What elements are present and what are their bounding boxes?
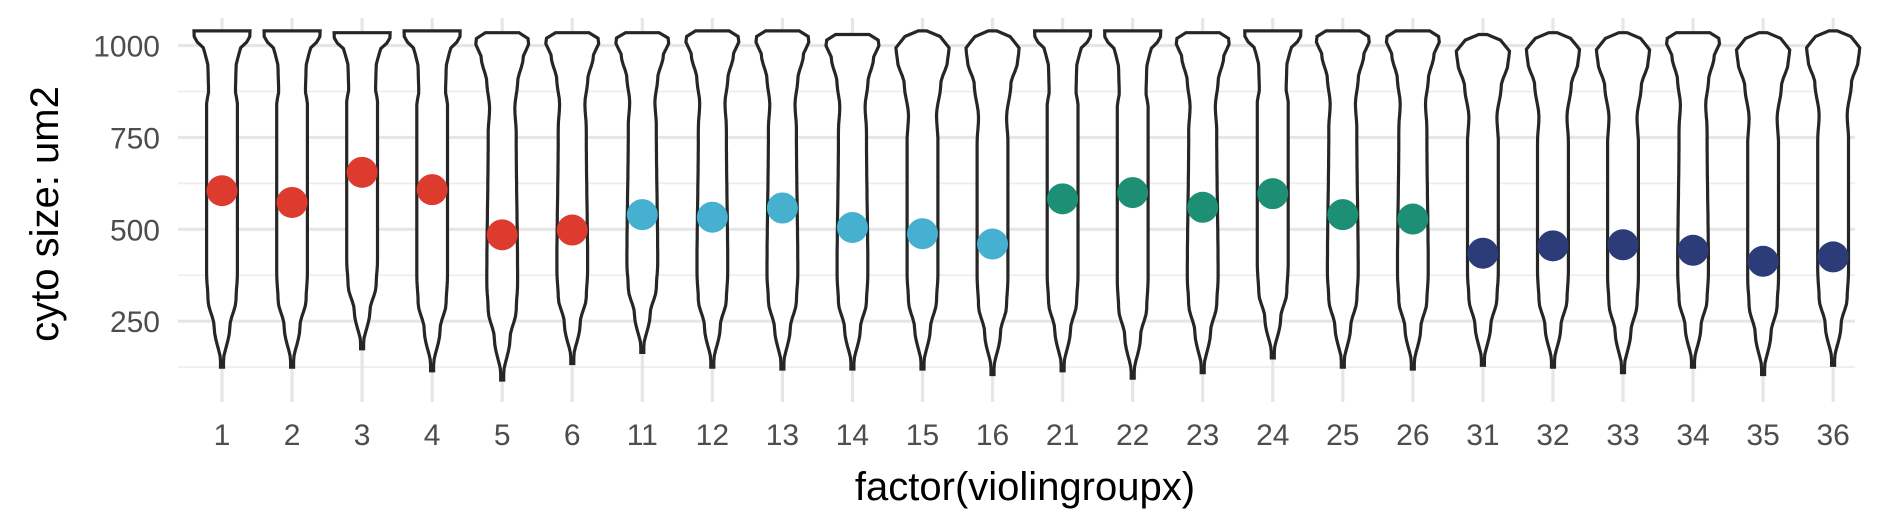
y-tick-label: 500 — [110, 214, 160, 247]
mean-point-21 — [1047, 183, 1079, 215]
mean-point-33 — [1607, 229, 1639, 261]
mean-point-14 — [836, 211, 868, 243]
mean-point-5 — [486, 219, 518, 251]
violin-36 — [1804, 29, 1862, 367]
violin-11 — [614, 31, 671, 354]
y-axis-title: cyto size: um2 — [23, 86, 67, 342]
x-tick-label: 32 — [1536, 419, 1569, 452]
mean-point-4 — [416, 174, 448, 206]
x-tick-label: 2 — [284, 419, 301, 452]
mean-point-1 — [206, 175, 238, 207]
x-tick-label: 14 — [836, 419, 869, 452]
mean-point-13 — [766, 192, 798, 224]
violin-12 — [684, 29, 741, 369]
x-tick-label: 21 — [1046, 419, 1079, 452]
x-tick-label: 12 — [696, 419, 729, 452]
x-tick-label: 25 — [1326, 419, 1359, 452]
y-axis-ticks: 250 500 750 1000 — [93, 31, 160, 340]
violin-33 — [1594, 31, 1652, 375]
mean-point-35 — [1747, 245, 1779, 277]
mean-point-22 — [1117, 177, 1149, 209]
violin-34 — [1664, 31, 1722, 369]
x-tick-label: 15 — [906, 419, 939, 452]
violin-26 — [1384, 29, 1441, 371]
x-tick-label: 22 — [1116, 419, 1149, 452]
x-tick-label: 16 — [976, 419, 1009, 452]
mean-point-24 — [1257, 178, 1289, 210]
x-tick-label: 26 — [1396, 419, 1429, 452]
violin-15 — [894, 29, 951, 371]
violin-3 — [332, 31, 392, 351]
violin-14 — [824, 32, 881, 371]
mean-point-25 — [1327, 199, 1359, 231]
x-tick-label: 24 — [1256, 419, 1289, 452]
x-tick-label: 23 — [1186, 419, 1219, 452]
x-tick-label: 31 — [1466, 419, 1499, 452]
x-tick-label: 34 — [1676, 419, 1709, 452]
mean-point-26 — [1397, 203, 1429, 235]
mean-point-2 — [276, 186, 308, 218]
violin-6 — [544, 31, 601, 366]
x-tick-label: 11 — [627, 419, 658, 452]
violin-25 — [1314, 29, 1371, 369]
mean-point-34 — [1677, 234, 1709, 266]
mean-point-15 — [907, 218, 938, 250]
x-tick-label: 5 — [494, 419, 511, 452]
mean-point-31 — [1467, 237, 1499, 269]
mean-point-12 — [696, 201, 728, 233]
x-tick-label: 33 — [1606, 419, 1639, 452]
violin-31 — [1454, 32, 1512, 367]
y-tick-label: 250 — [110, 306, 160, 339]
mean-point-3 — [346, 156, 378, 188]
x-tick-label: 1 — [214, 419, 231, 452]
x-axis-ticks: 1 2 3 4 5 6 11 12 13 14 15 16 21 22 23 24 25 26 31 32 33 34 35… — [214, 419, 1850, 452]
x-tick-label: 36 — [1816, 419, 1849, 452]
x-axis-title: factor(violingroupx) — [855, 465, 1195, 509]
x-tick-label: 3 — [354, 419, 371, 452]
mean-point-11 — [626, 199, 658, 231]
violin-5 — [474, 31, 531, 382]
violin-35 — [1734, 31, 1792, 377]
x-tick-label: 35 — [1746, 419, 1779, 452]
violin-layer — [192, 29, 1862, 382]
violin-32 — [1524, 31, 1582, 369]
y-tick-label: 750 — [110, 122, 160, 155]
mean-point-32 — [1537, 230, 1569, 262]
mean-points-layer — [206, 156, 1849, 277]
x-tick-label: 4 — [424, 419, 441, 452]
violin-16 — [964, 29, 1021, 377]
mean-point-16 — [977, 228, 1009, 260]
mean-point-36 — [1817, 241, 1849, 273]
mean-point-6 — [556, 214, 588, 246]
x-tick-label: 13 — [766, 419, 799, 452]
mean-point-23 — [1187, 191, 1219, 223]
x-tick-label: 6 — [564, 419, 581, 452]
y-tick-label: 1000 — [93, 31, 160, 64]
